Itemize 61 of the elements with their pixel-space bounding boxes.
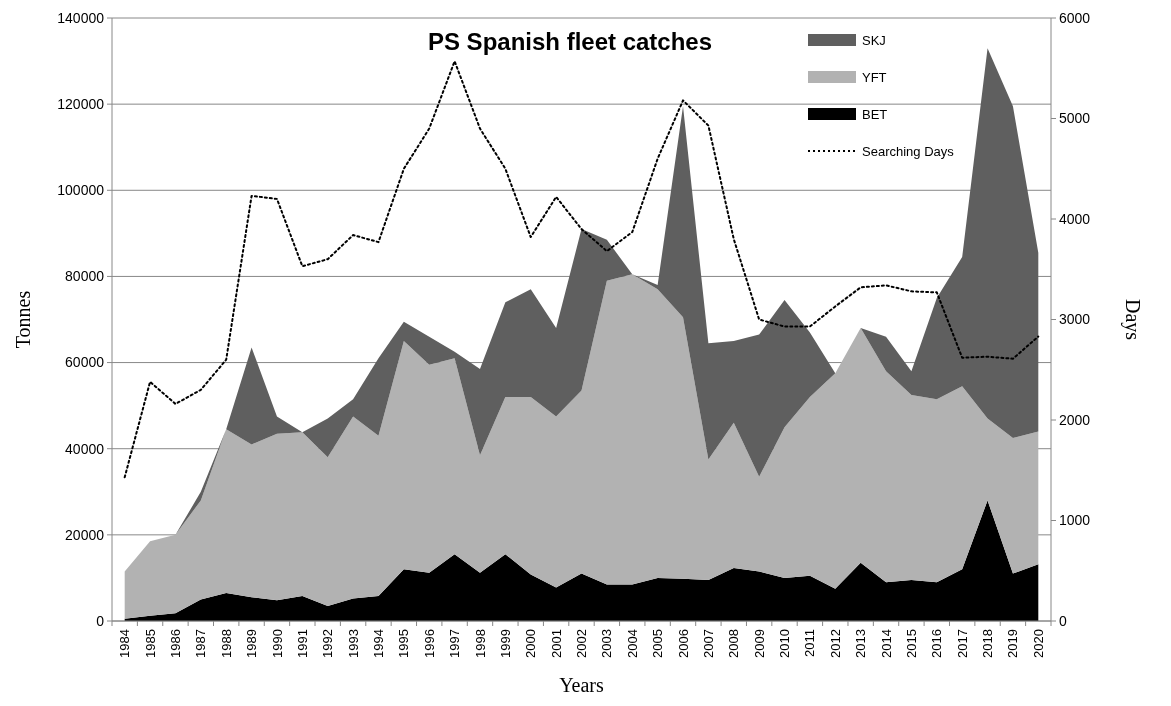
y2-tick-label: 5000 (1059, 110, 1091, 127)
x-tick-label: 2012 (827, 629, 843, 658)
legend-label: SKJ (862, 32, 886, 48)
x-tick-label: 2005 (650, 629, 666, 658)
x-tick-label: 2008 (726, 629, 742, 658)
x-tick-label: 1994 (371, 629, 387, 658)
x-tick-label: 1998 (472, 629, 488, 658)
legend-label: Searching Days (862, 143, 955, 159)
x-tick-label: 2006 (675, 629, 691, 658)
y-tick-label: 80000 (65, 268, 105, 285)
x-tick-label: 2013 (853, 629, 869, 658)
x-tick-label: 1993 (345, 629, 361, 658)
y2-axis-title: Days (1121, 298, 1144, 341)
y-axis-title: Tonnes (12, 290, 34, 349)
y-tick-label: 0 (96, 612, 105, 629)
x-tick-label: 1985 (142, 629, 158, 658)
x-tick-label: 1995 (396, 629, 412, 658)
x-axis-title: Years (559, 674, 605, 696)
x-tick-label: 2018 (980, 629, 996, 658)
x-tick-label: 1996 (421, 629, 437, 658)
x-tick-label: 2001 (548, 629, 564, 658)
x-tick-label: 1989 (244, 629, 260, 658)
x-tick-label: 2017 (954, 629, 970, 658)
y2-tick-label: 1000 (1059, 512, 1091, 529)
x-tick-label: 2003 (599, 629, 615, 658)
chart-title: PS Spanish fleet catches (427, 28, 713, 55)
legend-label: YFT (862, 69, 887, 85)
x-tick-label: 2019 (1005, 629, 1021, 658)
y-tick-label: 60000 (65, 354, 105, 371)
x-tick-label: 1990 (269, 629, 285, 658)
y2-tick-label: 6000 (1059, 9, 1091, 26)
y2-tick-label: 0 (1059, 612, 1067, 629)
y2-tick-label: 2000 (1059, 411, 1091, 428)
x-tick-label: 1987 (193, 629, 209, 658)
x-tick-label: 2007 (700, 629, 716, 658)
x-tick-label: 2020 (1030, 629, 1046, 658)
y-tick-label: 100000 (57, 182, 105, 199)
x-tick-label: 1992 (320, 629, 336, 658)
y2-tick-label: 3000 (1059, 311, 1091, 328)
x-tick-label: 1997 (447, 629, 463, 658)
x-tick-label: 1984 (117, 629, 133, 658)
x-tick-label: 2009 (751, 629, 767, 658)
x-tick-label: 1986 (168, 629, 183, 658)
x-tick-label: 2015 (903, 629, 919, 658)
y-tick-label: 120000 (57, 96, 105, 113)
x-tick-label: 1999 (497, 629, 513, 658)
x-tick-label: 2004 (624, 629, 640, 658)
x-tick-label: 2002 (574, 629, 590, 658)
y2-tick-label: 4000 (1059, 210, 1091, 227)
x-tick-label: 2014 (878, 629, 894, 658)
legend-label: BET (862, 106, 888, 122)
x-tick-label: 2016 (929, 629, 945, 658)
x-tick-label: 2011 (802, 629, 818, 657)
x-tick-label: 1988 (218, 629, 234, 658)
x-tick-label: 2010 (777, 629, 793, 658)
x-tick-label: 2000 (523, 629, 539, 658)
y-tick-label: 20000 (65, 526, 105, 543)
x-tick-label: 1991 (294, 629, 310, 658)
y-tick-label: 40000 (65, 440, 105, 457)
line-series (123, 60, 1040, 479)
y-tick-label: 140000 (57, 9, 105, 26)
